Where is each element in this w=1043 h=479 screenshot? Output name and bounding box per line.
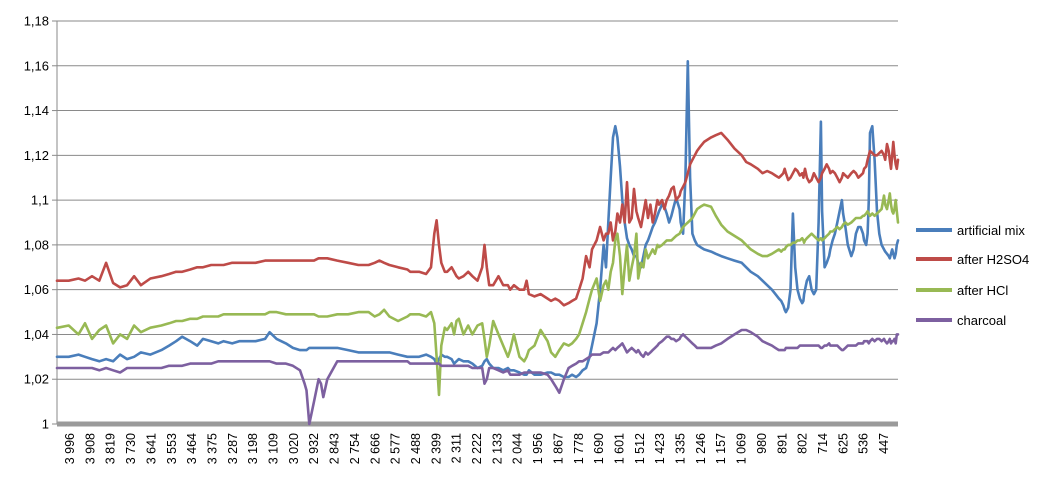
y-tick-label: 1 bbox=[42, 417, 49, 432]
x-tick-label: 3 641 bbox=[144, 433, 158, 464]
legend-label: after H2SO4 bbox=[957, 252, 1029, 267]
x-tick-label: 3 730 bbox=[124, 433, 138, 464]
x-tick-label: 2 932 bbox=[307, 433, 321, 464]
x-tick-label: 3 908 bbox=[83, 433, 97, 464]
x-tick-label: 536 bbox=[857, 433, 871, 454]
x-tick-label: 1 690 bbox=[592, 433, 606, 464]
x-tick-label: 2 577 bbox=[389, 433, 403, 464]
x-tick-label: 3 287 bbox=[226, 433, 240, 464]
gridlines bbox=[57, 20, 898, 380]
x-tick-label: 1 423 bbox=[653, 433, 667, 464]
x-tick-label: 3 819 bbox=[104, 433, 118, 464]
x-tick-label: 980 bbox=[755, 433, 769, 454]
y-tick-label: 1,12 bbox=[24, 148, 49, 163]
x-tick-label: 802 bbox=[796, 433, 810, 454]
legend-label: after HCl bbox=[957, 283, 1008, 298]
y-tick-label: 1,04 bbox=[24, 327, 49, 342]
legend-label: charcoal bbox=[957, 313, 1006, 328]
y-tick-label: 1,14 bbox=[24, 103, 49, 118]
series-line-charcoal bbox=[55, 328, 900, 426]
series-line-artificial-mix bbox=[55, 59, 900, 379]
legend: artificial mix after H2SO4 after HCl charco… bbox=[916, 223, 1029, 328]
x-tick-label: 447 bbox=[877, 433, 891, 454]
x-tick-label: 2 488 bbox=[409, 433, 423, 464]
x-tick-label: 1 867 bbox=[551, 433, 565, 464]
y-tick-label: 1,16 bbox=[24, 58, 49, 73]
x-tick-label: 2 843 bbox=[328, 433, 342, 464]
x-tick-label: 2 666 bbox=[368, 433, 382, 464]
x-tick-label: 3 996 bbox=[63, 433, 77, 464]
y-axis: 1 1,02 1,04 1,06 1,08 1,1 1,12 1,14 1,16 1,18 bbox=[24, 14, 58, 432]
x-tick-label: 3 553 bbox=[165, 433, 179, 464]
x-tick-label: 2 222 bbox=[470, 433, 484, 464]
x-tick-label: 1 335 bbox=[674, 433, 688, 464]
x-tick-label: 1 157 bbox=[714, 433, 728, 464]
x-tick-label: 2 754 bbox=[348, 433, 362, 464]
x-tick-label: 3 464 bbox=[185, 433, 199, 464]
x-tick-label: 1 601 bbox=[613, 433, 627, 464]
x-tick-label: 3 198 bbox=[246, 433, 260, 464]
y-tick-label: 1,08 bbox=[24, 237, 49, 252]
x-tick-label: 2 133 bbox=[490, 433, 504, 464]
x-tick-label: 1 069 bbox=[735, 433, 749, 464]
x-tick-label: 3 020 bbox=[287, 433, 301, 464]
x-tick-label: 1 956 bbox=[531, 433, 545, 464]
y-tick-label: 1,18 bbox=[24, 14, 49, 29]
x-tick-label: 625 bbox=[836, 433, 850, 454]
series-line-after-hcl bbox=[55, 192, 900, 397]
x-tick-label: 1 246 bbox=[694, 433, 708, 464]
x-tick-label: 1 512 bbox=[633, 433, 647, 464]
x-tick-label: 3 109 bbox=[267, 433, 281, 464]
x-tick-label: 714 bbox=[816, 433, 830, 454]
x-tick-label: 2 044 bbox=[511, 433, 525, 464]
x-axis: 3 996 3 908 3 819 3 730 3 641 3 553 3 464 3 375… bbox=[57, 421, 898, 464]
plot-area bbox=[55, 59, 900, 426]
x-tick-label: 1 778 bbox=[572, 433, 586, 464]
y-tick-label: 1,1 bbox=[31, 193, 49, 208]
x-tick-label: 891 bbox=[775, 433, 789, 454]
y-tick-label: 1,02 bbox=[24, 372, 49, 387]
x-tick-label: 2 399 bbox=[429, 433, 443, 464]
series-line-after-h2so4 bbox=[55, 131, 900, 307]
legend-label: artificial mix bbox=[957, 223, 1025, 238]
y-tick-label: 1,06 bbox=[24, 282, 49, 297]
x-tick-label: 3 375 bbox=[206, 433, 220, 464]
x-tick-label: 2 311 bbox=[450, 433, 464, 463]
